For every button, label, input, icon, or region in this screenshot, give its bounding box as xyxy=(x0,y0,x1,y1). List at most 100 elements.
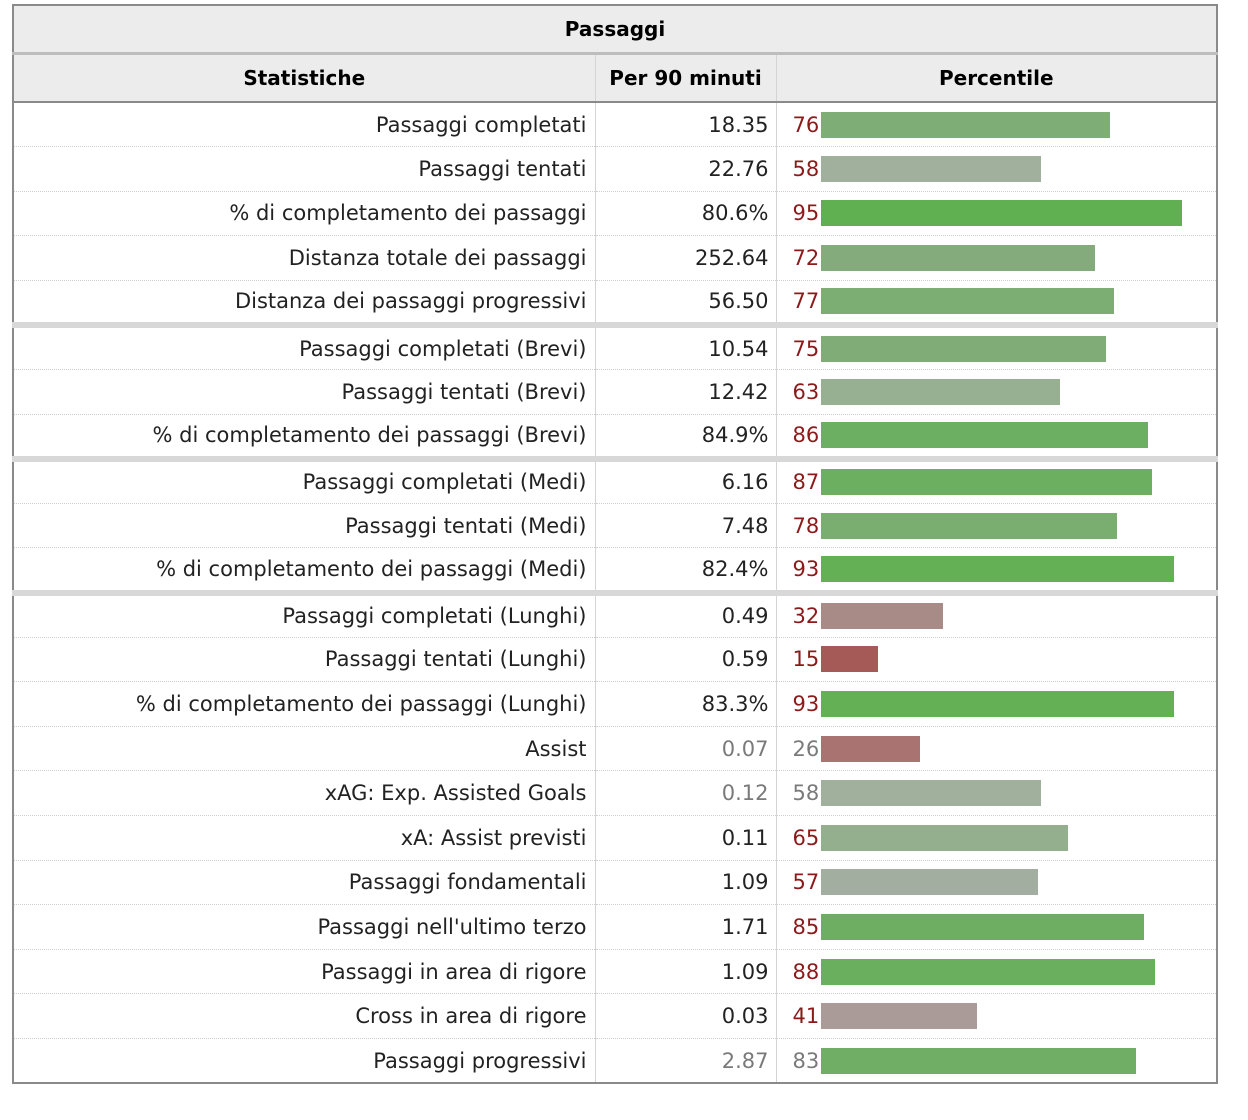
percentile-cell: 88 xyxy=(776,949,1219,995)
percentile-cell: 41 xyxy=(776,993,1219,1039)
table-row: Passaggi fondamentali 1.09 57 xyxy=(12,860,1219,906)
table-row: Passaggi tentati (Medi) 7.48 78 xyxy=(12,503,1219,549)
stat-label: Cross in area di rigore xyxy=(12,993,596,1039)
percentile-bar xyxy=(820,824,1068,851)
table-row: % di completamento dei passaggi (Lunghi)… xyxy=(12,681,1219,727)
percentile-value: 72 xyxy=(792,246,820,271)
percentile-cell: 95 xyxy=(776,191,1219,237)
per90-value: 22.76 xyxy=(595,146,777,192)
percentile-cell: 58 xyxy=(776,146,1219,192)
percentile-value: 93 xyxy=(792,556,820,581)
per90-value: 0.59 xyxy=(595,637,777,683)
percentile-value: 32 xyxy=(792,604,820,629)
percentile-bar xyxy=(820,958,1155,985)
percentile-cell: 58 xyxy=(776,770,1219,816)
table-row: Passaggi in area di rigore 1.09 88 xyxy=(12,949,1219,995)
percentile-value: 86 xyxy=(792,423,820,448)
table-row: Passaggi completati 18.35 76 xyxy=(12,102,1219,148)
percentile-cell: 86 xyxy=(776,414,1219,460)
per90-value: 12.42 xyxy=(595,369,777,415)
percentile-value: 95 xyxy=(792,201,820,226)
per90-value: 18.35 xyxy=(595,102,777,148)
percentile-cell: 26 xyxy=(776,726,1219,772)
per90-value: 82.4% xyxy=(595,547,777,594)
percentile-value: 75 xyxy=(792,336,820,361)
per90-value: 0.12 xyxy=(595,770,777,816)
percentile-bar xyxy=(820,869,1038,896)
percentile-cell: 15 xyxy=(776,637,1219,683)
percentile-cell: 78 xyxy=(776,503,1219,549)
table-row: Passaggi nell'ultimo terzo 1.71 85 xyxy=(12,904,1219,950)
column-header-percentile[interactable]: Percentile xyxy=(776,52,1219,103)
percentile-bar xyxy=(820,200,1182,227)
percentile-value: 58 xyxy=(792,781,820,806)
percentile-bar xyxy=(820,780,1041,807)
stat-label: % di completamento dei passaggi xyxy=(12,191,596,237)
per90-value: 1.09 xyxy=(595,949,777,995)
percentile-value: 41 xyxy=(792,1004,820,1029)
percentile-bar xyxy=(820,555,1174,582)
table-row: Distanza dei passaggi progressivi 56.50 77 xyxy=(12,280,1219,326)
percentile-value: 76 xyxy=(792,112,820,137)
stat-label: % di completamento dei passaggi (Medi) xyxy=(12,547,596,594)
stat-label: Passaggi fondamentali xyxy=(12,860,596,906)
stat-label: Passaggi completati (Lunghi) xyxy=(12,589,596,638)
per90-value: 0.07 xyxy=(595,726,777,772)
percentile-cell: 83 xyxy=(776,1038,1219,1085)
stat-label: Passaggi completati xyxy=(12,102,596,148)
percentile-cell: 63 xyxy=(776,369,1219,415)
stat-label: Passaggi progressivi xyxy=(12,1038,596,1085)
table-row: Passaggi completati (Brevi) 10.54 75 xyxy=(12,321,1219,371)
stat-label: % di completamento dei passaggi (Lunghi) xyxy=(12,681,596,727)
per90-value: 1.71 xyxy=(595,904,777,950)
per90-value: 7.48 xyxy=(595,503,777,549)
table-row: Distanza totale dei passaggi 252.64 72 xyxy=(12,235,1219,281)
stat-label: % di completamento dei passaggi (Brevi) xyxy=(12,414,596,460)
stat-label: xAG: Exp. Assisted Goals xyxy=(12,770,596,816)
percentile-cell: 93 xyxy=(776,681,1219,727)
per90-value: 0.11 xyxy=(595,815,777,861)
table-row: xAG: Exp. Assisted Goals 0.12 58 xyxy=(12,770,1219,816)
stat-label: Distanza dei passaggi progressivi xyxy=(12,280,596,326)
percentile-bar xyxy=(820,1003,977,1030)
table-row: Passaggi completati (Medi) 6.16 87 xyxy=(12,455,1219,504)
percentile-cell: 72 xyxy=(776,235,1219,281)
percentile-bar xyxy=(820,288,1114,315)
percentile-bar xyxy=(820,913,1144,940)
stat-label: Passaggi completati (Brevi) xyxy=(12,321,596,371)
column-header-stat[interactable]: Statistiche xyxy=(12,52,596,103)
per90-value: 56.50 xyxy=(595,280,777,326)
table-row: % di completamento dei passaggi (Medi) 82… xyxy=(12,547,1219,594)
per90-value: 10.54 xyxy=(595,321,777,371)
percentile-bar xyxy=(820,603,943,630)
column-header-per90[interactable]: Per 90 minuti xyxy=(595,52,777,103)
stat-label: Passaggi in area di rigore xyxy=(12,949,596,995)
per90-value: 252.64 xyxy=(595,235,777,281)
percentile-value: 78 xyxy=(792,513,820,538)
percentile-cell: 87 xyxy=(776,455,1219,504)
percentile-bar xyxy=(820,335,1106,362)
percentile-bar xyxy=(820,512,1117,539)
percentile-bar xyxy=(820,691,1174,718)
table-row: Passaggi completati (Lunghi) 0.49 32 xyxy=(12,589,1219,638)
stat-label: Passaggi tentati (Medi) xyxy=(12,503,596,549)
table-row: % di completamento dei passaggi (Brevi) 8… xyxy=(12,414,1219,460)
percentile-bar xyxy=(820,469,1152,496)
per90-value: 0.49 xyxy=(595,589,777,638)
stat-label: Passaggi tentati (Brevi) xyxy=(12,369,596,415)
per90-value: 6.16 xyxy=(595,455,777,504)
percentile-cell: 85 xyxy=(776,904,1219,950)
per90-value: 2.87 xyxy=(595,1038,777,1085)
percentile-bar xyxy=(820,378,1060,405)
percentile-bar xyxy=(820,155,1041,182)
per90-value: 80.6% xyxy=(595,191,777,237)
percentile-bar xyxy=(820,735,920,762)
stat-label: Distanza totale dei passaggi xyxy=(12,235,596,281)
percentile-cell: 32 xyxy=(776,589,1219,638)
stat-label: xA: Assist previsti xyxy=(12,815,596,861)
percentile-value: 65 xyxy=(792,825,820,850)
table-row: Passaggi tentati 22.76 58 xyxy=(12,146,1219,192)
table-row: Passaggi progressivi 2.87 83 xyxy=(12,1038,1219,1085)
percentile-value: 93 xyxy=(792,692,820,717)
table-row: Passaggi tentati (Lunghi) 0.59 15 xyxy=(12,637,1219,683)
